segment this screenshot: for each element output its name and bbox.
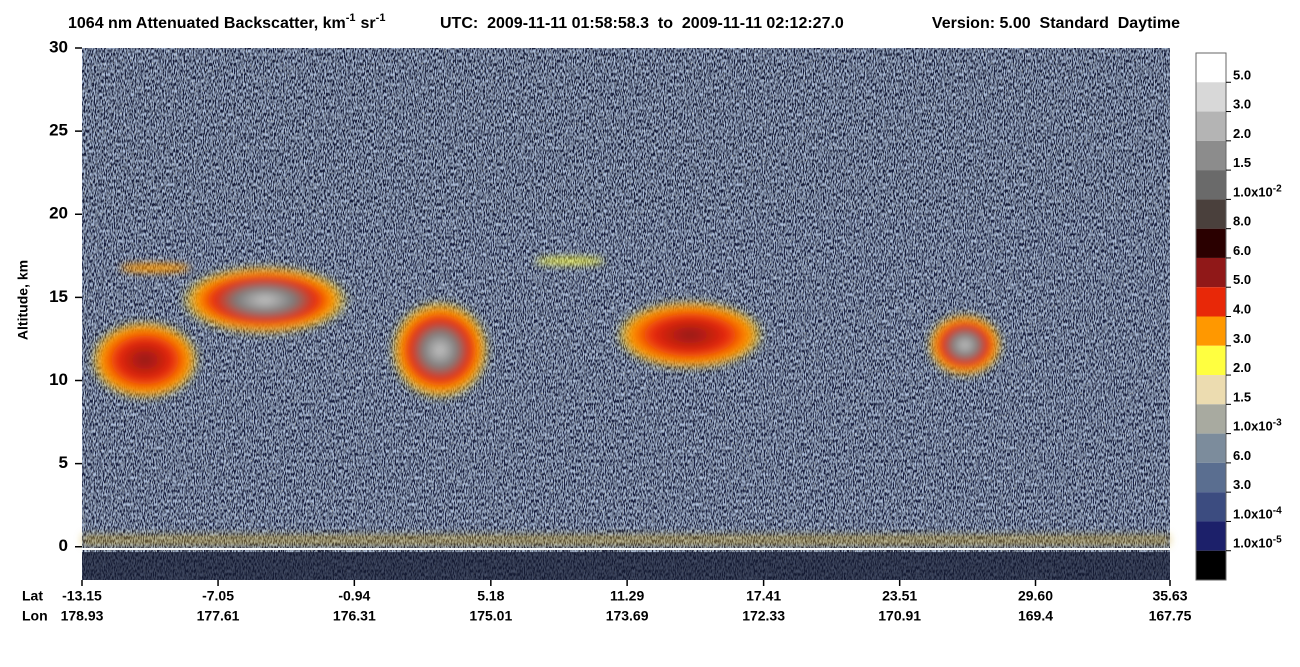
colorbar-segment: [1196, 199, 1226, 229]
colorbar-label: 6.0: [1233, 448, 1251, 463]
colorbar-label: 3.0: [1233, 97, 1251, 112]
colorbar-label-exp: -5: [1273, 534, 1282, 545]
lon-label: 170.91: [878, 608, 921, 624]
colorbar-label: 1.0x10-5: [1233, 534, 1282, 551]
colorbar-label-text: 8.0: [1233, 214, 1251, 229]
colorbar-label: 1.0x10-3: [1233, 417, 1282, 434]
colorbar-segment: [1196, 375, 1226, 405]
title-unit: sr: [361, 15, 376, 32]
colorbar-label-text: 5.0: [1233, 273, 1251, 288]
subtitle: UTC: 2009-11-11 01:58:58.3 to 2009-11-11…: [440, 15, 844, 32]
lat-label: 29.60: [1018, 588, 1053, 604]
colorbar-label: 3.0: [1233, 478, 1251, 493]
colorbar-label: 5.0: [1233, 273, 1251, 288]
lat-label: 23.51: [882, 588, 917, 604]
y-tick-label: 5: [59, 453, 68, 472]
colorbar-label-text: 1.0x10: [1233, 507, 1273, 522]
lat-label: 35.63: [1152, 588, 1187, 604]
version: Version: 5.00 Standard Daytime: [932, 15, 1180, 32]
colorbar-label-text: 3.0: [1233, 97, 1251, 112]
colorbar-label: 3.0: [1233, 331, 1251, 346]
lon-label: 173.69: [606, 608, 649, 624]
colorbar-label: 4.0: [1233, 302, 1251, 317]
colorbar-segment: [1196, 111, 1226, 141]
colorbar-segment: [1196, 492, 1226, 522]
colorbar-segment: [1196, 462, 1226, 493]
plot-image: [82, 48, 1170, 580]
colorbar-segment: [1196, 404, 1226, 434]
lat-label: -13.15: [62, 588, 102, 604]
colorbar-label: 2.0: [1233, 126, 1251, 141]
colorbar-label-exp: -4: [1273, 505, 1282, 516]
lon-label: 172.33: [742, 608, 785, 624]
title-sup: -1: [376, 12, 386, 24]
colorbar-segment: [1196, 170, 1226, 200]
lat-label: 5.18: [477, 588, 504, 604]
title-sup: -1: [346, 12, 356, 24]
colorbar-label: 1.0x10-4: [1233, 505, 1282, 522]
colorbar-label-text: 3.0: [1233, 478, 1251, 493]
colorbar-label-text: 5.0: [1233, 68, 1251, 83]
lat-label: -0.94: [338, 588, 370, 604]
colorbar-segment: [1196, 257, 1226, 288]
colorbar-segment: [1196, 345, 1226, 376]
colorbar-label-exp: -3: [1273, 417, 1282, 428]
colorbar-label-exp: -2: [1273, 183, 1282, 194]
colorbar-segment: [1196, 53, 1226, 83]
colorbar-label: 8.0: [1233, 214, 1251, 229]
lon-label: 167.75: [1149, 608, 1192, 624]
colorbar-segment: [1196, 550, 1226, 580]
lat-label: -7.05: [202, 588, 234, 604]
lon-label: 176.31: [333, 608, 376, 624]
x-row-label: Lat: [22, 588, 43, 604]
y-tick-label: 15: [49, 287, 68, 306]
y-tick-label: 25: [49, 121, 68, 140]
colorbar-label-text: 1.0x10: [1233, 185, 1273, 200]
colorbar-label-text: 6.0: [1233, 243, 1251, 258]
colorbar-label-text: 1.5: [1233, 390, 1251, 405]
colorbar-segment: [1196, 433, 1226, 463]
y-tick-label: 10: [49, 370, 68, 389]
colorbar-segment: [1196, 287, 1226, 317]
colorbar-label-text: 1.0x10: [1233, 536, 1273, 551]
colorbar-segment: [1196, 140, 1226, 171]
colorbar-label-text: 1.0x10: [1233, 419, 1273, 434]
colorbar-label-text: 6.0: [1233, 448, 1251, 463]
colorbar-segment: [1196, 316, 1226, 346]
lon-label: 178.93: [61, 608, 104, 624]
lon-label: 175.01: [469, 608, 512, 624]
colorbar-label: 1.5: [1233, 390, 1251, 405]
y-tick-label: 0: [59, 536, 68, 555]
colorbar-label: 5.0: [1233, 68, 1251, 83]
colorbar-label: 1.5: [1233, 156, 1251, 171]
chart-title: 1064 nm Attenuated Backscatter, km-1 sr-1: [68, 12, 385, 32]
colorbar-label: 6.0: [1233, 243, 1251, 258]
y-tick-label: 30: [49, 37, 68, 56]
colorbar-label-text: 4.0: [1233, 302, 1251, 317]
colorbar-label-text: 3.0: [1233, 331, 1251, 346]
title-text: 1064 nm Attenuated Backscatter, km: [68, 15, 346, 32]
colorbar-segment: [1196, 521, 1226, 551]
lat-label: 17.41: [746, 588, 781, 604]
lon-label: 169.4: [1018, 608, 1053, 624]
lat-label: 11.29: [610, 588, 644, 604]
y-tick-label: 20: [49, 204, 68, 223]
y-axis-label: Altitude, km: [15, 260, 31, 340]
colorbar-label: 2.0: [1233, 360, 1251, 375]
x-row-label: Lon: [22, 608, 48, 624]
colorbar-segment: [1196, 82, 1226, 112]
lon-label: 177.61: [197, 608, 240, 624]
colorbar-segment: [1196, 228, 1226, 258]
colorbar-label-text: 2.0: [1233, 360, 1251, 375]
colorbar-label-text: 2.0: [1233, 126, 1251, 141]
colorbar-label: 1.0x10-2: [1233, 183, 1282, 200]
colorbar-label-text: 1.5: [1233, 156, 1251, 171]
